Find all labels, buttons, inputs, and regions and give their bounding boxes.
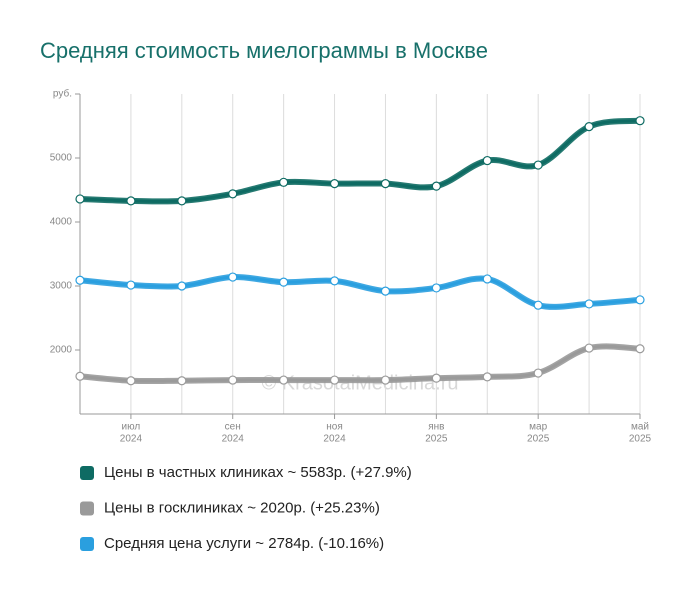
point	[329, 179, 340, 189]
x-tick-label: сен	[225, 422, 241, 433]
point	[635, 116, 645, 126]
legend-swatch	[80, 537, 94, 551]
point	[584, 343, 594, 353]
point	[431, 181, 441, 191]
point	[380, 286, 391, 296]
point	[177, 196, 187, 206]
point	[431, 283, 441, 293]
x-tick-year: 2025	[425, 434, 448, 445]
x-tick-year: 2024	[222, 434, 245, 445]
x-tick-label: июл	[122, 422, 141, 433]
point	[126, 280, 136, 290]
legend-swatch	[80, 466, 94, 480]
point	[329, 276, 340, 286]
legend-label: Цены в госклиниках ~ 2020р. (+25.23%)	[104, 499, 380, 516]
point	[533, 160, 543, 170]
x-tick-label: мар	[529, 422, 547, 433]
point	[75, 194, 85, 204]
point	[228, 189, 238, 199]
point	[584, 122, 594, 132]
point	[482, 274, 492, 284]
x-tick-label: ноя	[326, 422, 343, 433]
y-tick-label: 2000	[50, 345, 73, 356]
point	[380, 179, 391, 189]
legend-swatch	[80, 501, 94, 516]
point	[482, 372, 492, 382]
x-tick-year: 2025	[527, 434, 550, 445]
legend-label: Средняя цена услуги ~ 2784р. (-10.16%)	[104, 535, 384, 552]
legend-label: Цены в частных клиниках ~ 5583р. (+27.9%…	[104, 464, 412, 481]
point	[380, 375, 391, 385]
x-tick-label: янв	[428, 422, 444, 433]
point	[177, 376, 187, 386]
point	[584, 299, 594, 309]
point	[482, 155, 492, 166]
point	[126, 196, 136, 206]
point	[533, 300, 543, 310]
x-tick-year: 2024	[120, 434, 143, 445]
point	[635, 344, 645, 354]
point	[75, 371, 85, 381]
chart-title: Средняя стоимость миелограммы в Москве	[40, 38, 488, 63]
point	[329, 375, 340, 385]
x-tick-label: май	[631, 422, 649, 433]
point	[279, 375, 289, 385]
y-tick-label: 5000	[50, 153, 73, 164]
point	[279, 177, 289, 187]
x-tick-year: 2025	[629, 434, 652, 445]
y-tick-label: 3000	[50, 281, 73, 292]
y-tick-label: 4000	[50, 217, 73, 228]
point	[126, 376, 136, 386]
y-tick-label: руб.	[53, 88, 72, 100]
point	[279, 277, 289, 287]
point	[75, 275, 85, 285]
point	[228, 375, 238, 385]
point	[177, 281, 187, 291]
point	[635, 295, 645, 305]
x-tick-year: 2024	[323, 434, 346, 445]
point	[228, 272, 238, 282]
point	[431, 373, 441, 383]
point	[533, 368, 543, 378]
